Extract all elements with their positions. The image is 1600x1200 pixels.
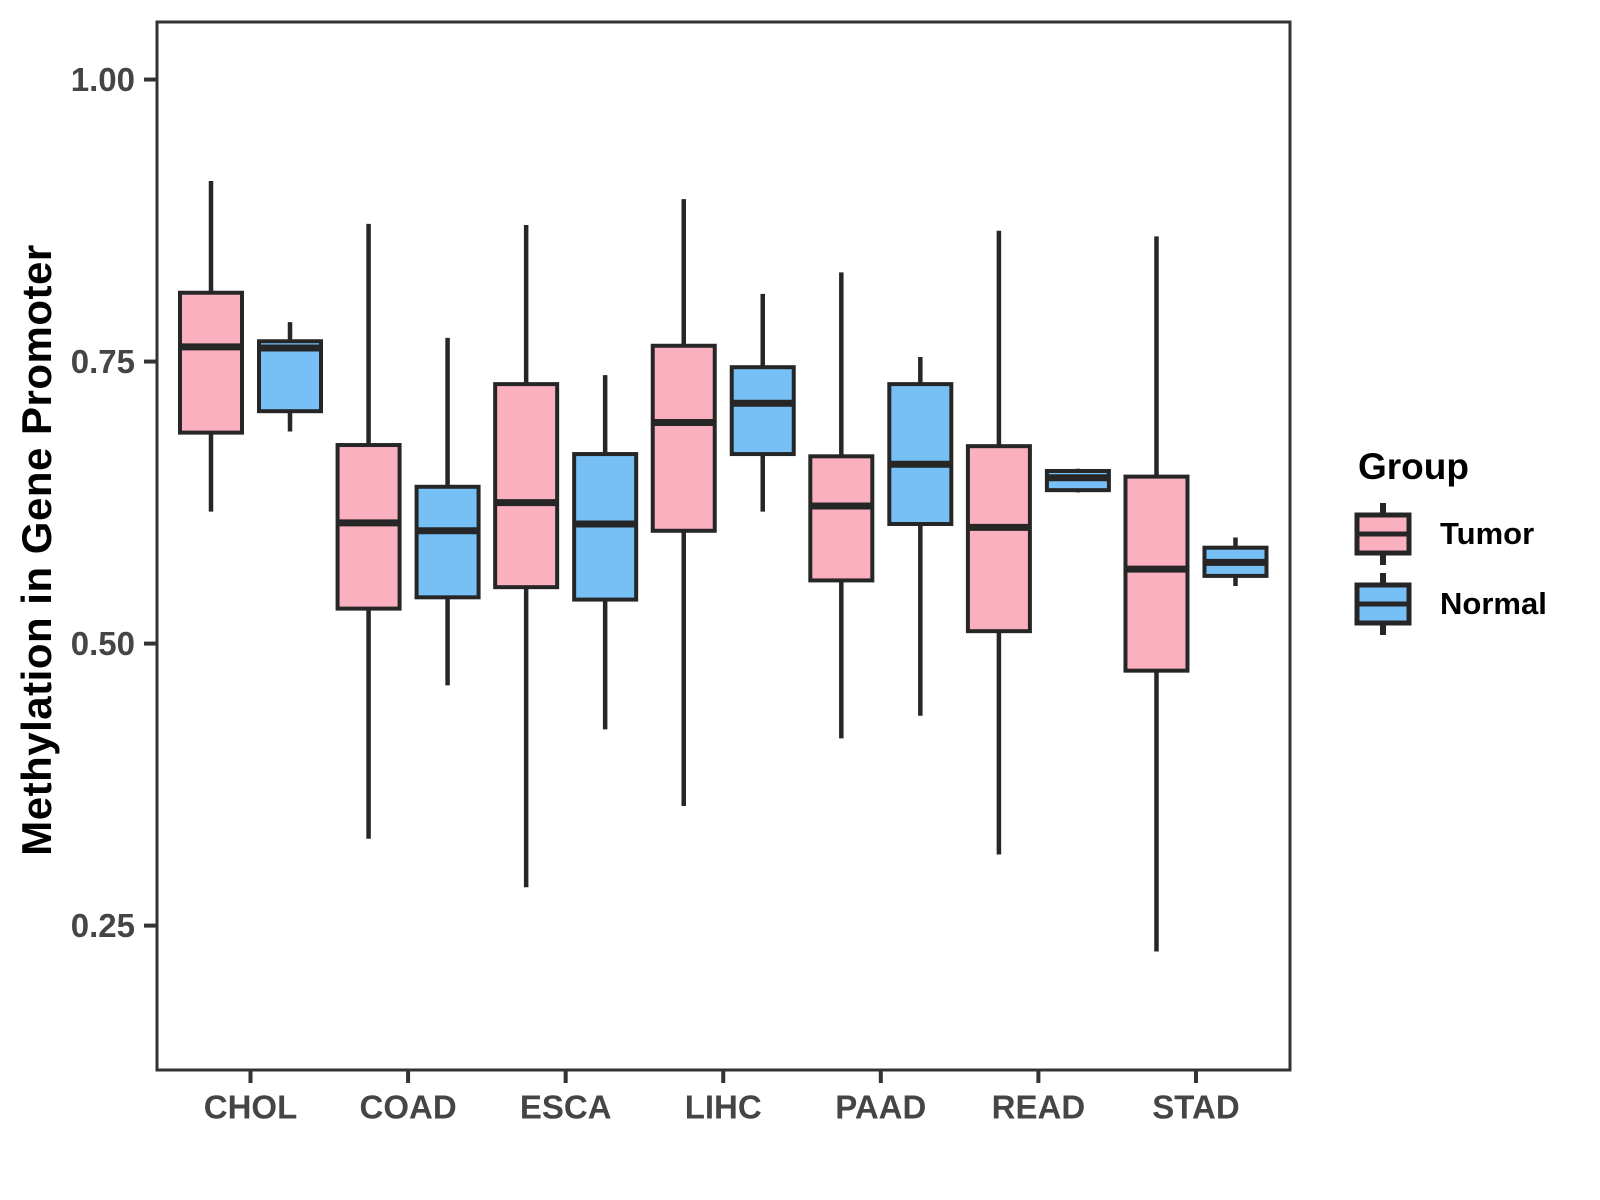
box-normal-esca [572, 375, 639, 730]
box-tumor-chol [178, 181, 244, 512]
box-rect [729, 365, 796, 457]
box-rect [257, 339, 323, 414]
legend-item-tumor-label: Tumor [1440, 516, 1535, 551]
legend-item-normal: Normal [1354, 572, 1547, 636]
y-tick-label: 0.50 [71, 625, 135, 662]
series-normal [257, 293, 1269, 730]
box-rect [335, 443, 402, 611]
box-normal-paad [887, 357, 954, 716]
box-tumor-coad [335, 223, 402, 839]
y-tick-label: 1.00 [71, 61, 135, 98]
legend-title: Group [1358, 446, 1469, 487]
legend: Group Tumor Normal [1354, 446, 1547, 642]
box-normal-read [1044, 468, 1111, 493]
box-tumor-lihc [650, 199, 717, 807]
box-rect [808, 454, 875, 583]
box-normal-lihc [729, 293, 796, 512]
x-tick-label-esca: ESCA [520, 1089, 612, 1126]
y-tick-label: 0.75 [71, 343, 135, 380]
box-normal-chol [257, 322, 323, 432]
x-tick-label-chol: CHOL [204, 1089, 298, 1126]
series-tumor [178, 181, 1190, 952]
box-normal-coad [414, 337, 481, 686]
box-rect [493, 382, 560, 590]
legend-key-tumor-icon [1354, 503, 1412, 565]
box-rect [178, 290, 244, 435]
x-tick-label-paad: PAAD [835, 1089, 926, 1126]
box-tumor-paad [808, 272, 875, 739]
box-rect [1123, 474, 1190, 673]
box-tumor-esca [493, 225, 560, 888]
legend-item-tumor: Tumor [1354, 502, 1547, 566]
y-axis-title: Methylation in Gene Promoter [13, 244, 60, 856]
box-normal-stad [1202, 537, 1269, 587]
x-tick-label-read: READ [992, 1089, 1086, 1126]
x-tick-label-coad: COAD [359, 1089, 456, 1126]
x-tick-label-stad: STAD [1152, 1089, 1239, 1126]
box-rect [650, 343, 717, 533]
box-rect [965, 444, 1032, 634]
y-tick-label: 0.25 [71, 907, 135, 944]
box-tumor-stad [1123, 236, 1190, 952]
legend-item-normal-label: Normal [1440, 586, 1547, 621]
box-tumor-read [965, 230, 1032, 855]
x-tick-label-lihc: LIHC [685, 1089, 762, 1126]
panel-border [155, 20, 1292, 1072]
box-rect [414, 484, 481, 600]
legend-key-normal-icon [1354, 573, 1412, 635]
box-rect [887, 382, 954, 527]
